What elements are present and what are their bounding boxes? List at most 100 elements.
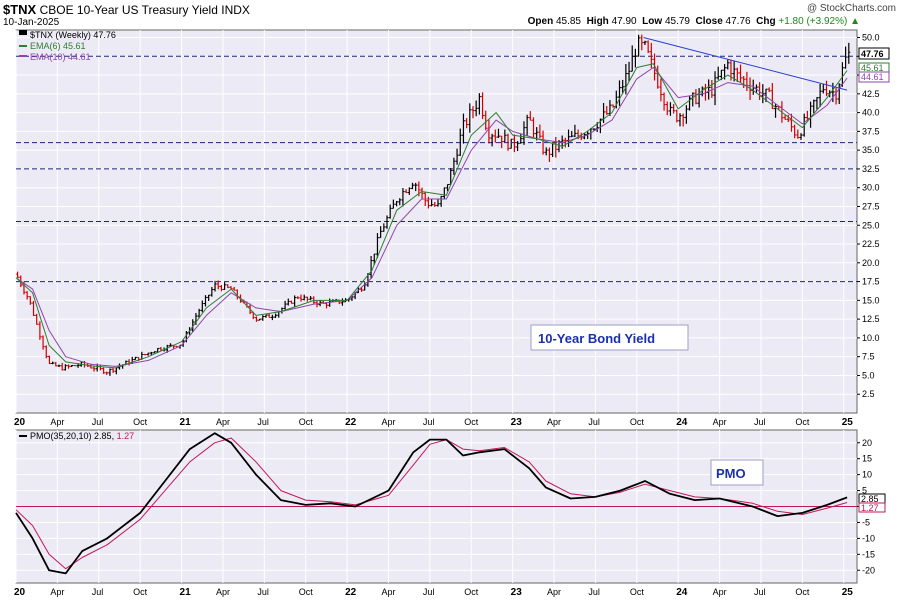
symbol-exchange: INDX bbox=[221, 3, 250, 17]
price-y-tick-label: 32.5 bbox=[862, 164, 880, 174]
pmo-x-tick-label: Apr bbox=[713, 587, 727, 597]
pmo-x-tick-label: 21 bbox=[180, 587, 192, 598]
price-x-tick-label: Oct bbox=[464, 417, 479, 427]
price-x-tick-label: 25 bbox=[842, 417, 854, 428]
pmo-x-tick-label: 20 bbox=[14, 587, 26, 598]
last-pmo-label: 2.85 bbox=[861, 494, 879, 504]
price-y-tick-label: 50.0 bbox=[862, 33, 880, 43]
price-y-tick-label: 27.5 bbox=[862, 201, 880, 211]
price-x-tick-label: Apr bbox=[216, 417, 230, 427]
legend-ema6: EMA(6) 45.61 bbox=[30, 41, 86, 51]
price-x-tick-label: Apr bbox=[713, 417, 727, 427]
pmo-panel: -20-15-10-505101520 bbox=[15, 429, 875, 584]
pmo-x-tick-label: Oct bbox=[464, 587, 479, 597]
last-close-box bbox=[858, 47, 890, 60]
chg-arrow-icon: ▲ bbox=[850, 16, 860, 27]
pmo-y-tick-label: 20 bbox=[862, 438, 872, 448]
legend-pmo-name: PMO(35,20,10) bbox=[30, 431, 92, 441]
pmo-x-tick-label: 24 bbox=[676, 587, 688, 598]
annotation-bond-yield-box bbox=[530, 324, 689, 351]
ohlc-readout: Open 45.85 High 47.90 Low 45.79 Close 47… bbox=[528, 16, 860, 27]
price-x-tick-label: Jul bbox=[754, 417, 766, 427]
last-signal-label: 1.27 bbox=[861, 503, 879, 513]
price-x-tick-label: Oct bbox=[630, 417, 645, 427]
pmo-x-tick-label: 22 bbox=[345, 587, 357, 598]
price-y-tick-label: 7.5 bbox=[862, 352, 875, 362]
price-y-tick-label: 35.0 bbox=[862, 145, 880, 155]
symbol: $TNX bbox=[3, 2, 37, 17]
price-y-tick-label: 30.0 bbox=[862, 183, 880, 193]
chg-label: Chg bbox=[756, 16, 776, 27]
pmo-legend: PMO(35,20,10) 2.85, 1.27 bbox=[19, 431, 134, 441]
pmo-signal-line bbox=[15, 437, 848, 570]
price-x-tick-label: Oct bbox=[795, 417, 810, 427]
price-trendline bbox=[643, 37, 848, 91]
price-x-tick-label: 23 bbox=[511, 417, 523, 428]
pmo-x-tick-label: Jul bbox=[92, 587, 104, 597]
pmo-y-tick-label: -15 bbox=[862, 549, 875, 559]
legend-pmo-value: 2.85 bbox=[94, 431, 112, 441]
price-panel: 2.5 5.0 7.5 10.0 12.5 15.0 17.5 20.0 22.5 25.0 27.… bbox=[15, 29, 880, 414]
ema10-line bbox=[15, 67, 848, 367]
price-legend: $TNX (Weekly) 47.76 EMA(6) 45.61 EMA(10)… bbox=[19, 30, 116, 62]
price-x-tick-label: Oct bbox=[299, 417, 314, 427]
price-y-tick-label: 25.0 bbox=[862, 220, 880, 230]
last-ema10-label: 44.61 bbox=[861, 72, 884, 82]
pmo-x-tick-label: Apr bbox=[50, 587, 64, 597]
pmo-y-tick-label: 15 bbox=[862, 454, 872, 464]
chg-value: +1.80 (+3.92%) bbox=[778, 16, 848, 27]
price-x-tick-label: Jul bbox=[588, 417, 600, 427]
pmo-x-tick-label: Jul bbox=[588, 587, 600, 597]
last-signal-box bbox=[858, 502, 886, 513]
legend-ema10: EMA(10) 44.61 bbox=[30, 52, 91, 62]
price-x-tick-label: Apr bbox=[381, 417, 395, 427]
pmo-y-tick-label: 10 bbox=[862, 470, 872, 480]
low-label: Low bbox=[642, 16, 663, 27]
price-x-tick-label: Apr bbox=[547, 417, 561, 427]
watermark: @ StockCharts.com bbox=[806, 3, 896, 14]
price-y-tick-label: 42.5 bbox=[862, 89, 880, 99]
pmo-x-tick-label: Jul bbox=[754, 587, 766, 597]
price-x-tick-label: 21 bbox=[180, 417, 192, 428]
pmo-y-tick-label: -5 bbox=[862, 517, 870, 527]
symbol-title: $TNX CBOE 10-Year US Treasury Yield INDX bbox=[3, 2, 250, 17]
price-y-tick-label: 37.5 bbox=[862, 126, 880, 136]
pmo-x-tick-label: 23 bbox=[511, 587, 523, 598]
price-y-tick-label: 15.0 bbox=[862, 295, 880, 305]
price-x-tick-label: Oct bbox=[133, 417, 148, 427]
pmo-x-tick-label: Jul bbox=[423, 587, 435, 597]
last-ema10-box bbox=[858, 71, 890, 83]
price-y-tick-label: 17.5 bbox=[862, 277, 880, 287]
pmo-x-tick-label: Oct bbox=[795, 587, 810, 597]
annotation-pmo-box bbox=[710, 459, 764, 486]
high-value: 47.90 bbox=[611, 16, 637, 27]
price-x-tick-label: Jul bbox=[257, 417, 269, 427]
legend-pmo: PMO(35,20,10) 2.85, 1.27 bbox=[30, 431, 134, 441]
pmo-x-tick-label: Jul bbox=[257, 587, 269, 597]
price-y-tick-label: 5.0 bbox=[862, 370, 875, 380]
x-axes: 20 20 Apr Apr Jul Jul Oct Oct 21 21 Apr Apr Jul Jul Oc… bbox=[14, 417, 853, 598]
close-value: 47.76 bbox=[725, 16, 751, 27]
annotation-pmo-text: PMO bbox=[716, 466, 746, 481]
legend-price: $TNX (Weekly) 47.76 bbox=[30, 30, 116, 40]
price-y-tick-label: 2.5 bbox=[862, 389, 875, 399]
pmo-x-tick-label: Oct bbox=[630, 587, 645, 597]
price-x-tick-label: 20 bbox=[14, 417, 26, 428]
chart-date: 10-Jan-2025 bbox=[3, 17, 60, 28]
ema6-line bbox=[15, 63, 848, 369]
price-y-tick-label: 40.0 bbox=[862, 108, 880, 118]
low-value: 45.79 bbox=[664, 16, 690, 27]
annotation-bond-yield-text: 10-Year Bond Yield bbox=[538, 331, 655, 346]
legend-swatch-price bbox=[19, 30, 27, 35]
price-x-tick-label: Apr bbox=[50, 417, 64, 427]
price-y-tick-label: 20.0 bbox=[862, 258, 880, 268]
price-x-tick-label: Jul bbox=[423, 417, 435, 427]
close-label: Close bbox=[695, 16, 723, 27]
price-x-tick-label: Jul bbox=[92, 417, 104, 427]
annotation-pmo: PMO bbox=[710, 459, 764, 486]
last-value-labels: 47.76 45.61 44.61 2.85 1.27 bbox=[858, 47, 890, 513]
open-label: Open bbox=[527, 16, 554, 27]
price-y-tick-label: 22.5 bbox=[862, 239, 880, 249]
pmo-line bbox=[15, 432, 848, 575]
pmo-x-tick-label: Oct bbox=[133, 587, 148, 597]
